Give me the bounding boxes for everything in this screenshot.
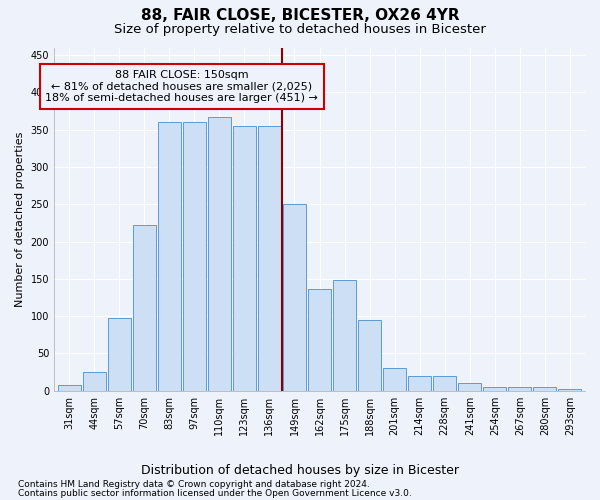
Text: Size of property relative to detached houses in Bicester: Size of property relative to detached ho… — [114, 22, 486, 36]
Text: Contains public sector information licensed under the Open Government Licence v3: Contains public sector information licen… — [18, 489, 412, 498]
Bar — [183, 122, 206, 391]
Text: Distribution of detached houses by size in Bicester: Distribution of detached houses by size … — [141, 464, 459, 477]
Bar — [308, 288, 331, 391]
Bar — [83, 372, 106, 391]
Bar — [484, 387, 506, 391]
Bar — [107, 318, 131, 391]
Bar — [458, 384, 481, 391]
Bar — [208, 117, 231, 391]
Text: 88, FAIR CLOSE, BICESTER, OX26 4YR: 88, FAIR CLOSE, BICESTER, OX26 4YR — [140, 8, 460, 22]
Bar — [433, 376, 456, 391]
Bar — [333, 280, 356, 391]
Text: 88 FAIR CLOSE: 150sqm
← 81% of detached houses are smaller (2,025)
18% of semi-d: 88 FAIR CLOSE: 150sqm ← 81% of detached … — [46, 70, 318, 103]
Bar — [158, 122, 181, 391]
Bar — [408, 376, 431, 391]
Y-axis label: Number of detached properties: Number of detached properties — [15, 132, 25, 307]
Bar — [559, 388, 581, 391]
Bar — [133, 225, 156, 391]
Bar — [358, 320, 381, 391]
Bar — [383, 368, 406, 391]
Bar — [533, 387, 556, 391]
Bar — [508, 387, 532, 391]
Bar — [283, 204, 306, 391]
Bar — [258, 126, 281, 391]
Bar — [233, 126, 256, 391]
Text: Contains HM Land Registry data © Crown copyright and database right 2024.: Contains HM Land Registry data © Crown c… — [18, 480, 370, 489]
Bar — [58, 385, 80, 391]
